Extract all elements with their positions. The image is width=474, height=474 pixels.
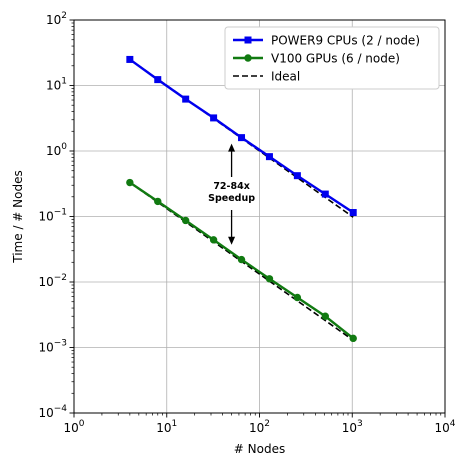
data-point-circle — [181, 216, 190, 225]
data-point-circle — [293, 293, 302, 302]
data-point-circle — [209, 236, 218, 244]
legend-swatch-marker — [244, 36, 252, 44]
legend-item: V100 GPUs (6 / node) — [233, 52, 400, 66]
data-point-square — [154, 76, 162, 84]
x-tick-label: 100 — [63, 419, 84, 435]
legend-box — [224, 26, 440, 90]
data-point-square — [238, 134, 246, 142]
y-tick-label: 102 — [46, 11, 67, 27]
legend-swatch-marker — [244, 54, 252, 62]
data-point-square — [182, 95, 190, 103]
data-point-square — [126, 55, 134, 63]
data-point-square — [265, 153, 273, 161]
data-point-circle — [154, 197, 162, 206]
data-point-circle — [349, 334, 357, 343]
data-point-circle — [321, 312, 329, 320]
legend: POWER9 CPUs (2 / node) V100 GPUs (6 / nod… — [224, 26, 440, 90]
y-tick-label: 10−3 — [38, 339, 67, 355]
x-axis-label: # Nodes — [234, 442, 285, 456]
x-tick-label: 101 — [156, 419, 177, 435]
data-point-square — [349, 209, 357, 217]
annotation-line-2: Speedup — [208, 193, 255, 204]
speedup-annotation: 72-84x Speedup — [208, 143, 255, 245]
legend-label: POWER9 CPUs (2 / node) — [271, 34, 420, 48]
x-tick-label: 103 — [342, 419, 363, 435]
arrow-up-head — [228, 143, 236, 152]
data-point-circle — [126, 178, 134, 187]
legend-label: Ideal — [271, 70, 300, 84]
x-tick-label: 102 — [249, 419, 270, 435]
arrow-down-head — [228, 236, 236, 245]
data-point-circle — [265, 275, 274, 283]
annotation-line-1: 72-84x — [213, 181, 250, 192]
y-tick-label: 10−2 — [38, 273, 67, 289]
data-point-circle — [237, 255, 246, 264]
y-tick-label: 101 — [46, 77, 67, 93]
y-axis-label: Time / # Nodes — [11, 170, 25, 263]
ticks: 100 101 102 103 104 10−4 10−3 10−2 10−1 100 101 102 — [38, 11, 455, 435]
data-point-square — [321, 190, 329, 198]
y-tick-label: 10−4 — [38, 404, 67, 420]
data-point-square — [293, 172, 301, 180]
legend-item: POWER9 CPUs (2 / node) — [233, 34, 420, 48]
y-tick-label: 10−1 — [38, 208, 67, 224]
series — [126, 55, 357, 343]
y-tick-label: 100 — [46, 142, 67, 158]
legend-label: V100 GPUs (6 / node) — [271, 52, 400, 66]
x-tick-label: 104 — [434, 419, 455, 435]
legend-item: Ideal — [233, 70, 300, 84]
data-point-square — [210, 114, 218, 122]
